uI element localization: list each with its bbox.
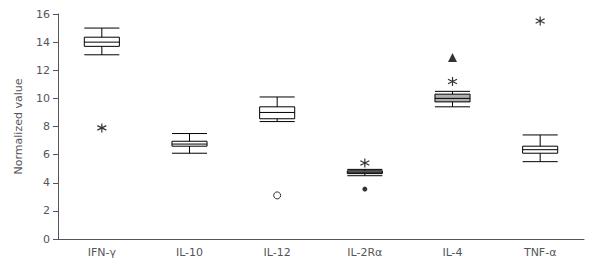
svg-text:IL-12: IL-12 xyxy=(264,246,291,259)
svg-text:IFN-γ: IFN-γ xyxy=(88,246,117,259)
svg-text:Normalized value: Normalized value xyxy=(12,78,25,174)
svg-text:12: 12 xyxy=(36,64,50,77)
svg-text:8: 8 xyxy=(43,120,50,133)
svg-text:TNF-α: TNF-α xyxy=(523,246,557,259)
svg-text:IL-4: IL-4 xyxy=(442,246,462,259)
svg-text:16: 16 xyxy=(36,8,50,21)
svg-text:2: 2 xyxy=(43,204,50,217)
svg-text:4: 4 xyxy=(43,176,50,189)
svg-text:14: 14 xyxy=(36,36,50,49)
svg-text:0: 0 xyxy=(43,233,50,246)
svg-text:IL-2Rα: IL-2Rα xyxy=(347,246,382,259)
svg-text:10: 10 xyxy=(36,92,50,105)
svg-text:IL-10: IL-10 xyxy=(176,246,203,259)
svg-text:6: 6 xyxy=(43,148,50,161)
